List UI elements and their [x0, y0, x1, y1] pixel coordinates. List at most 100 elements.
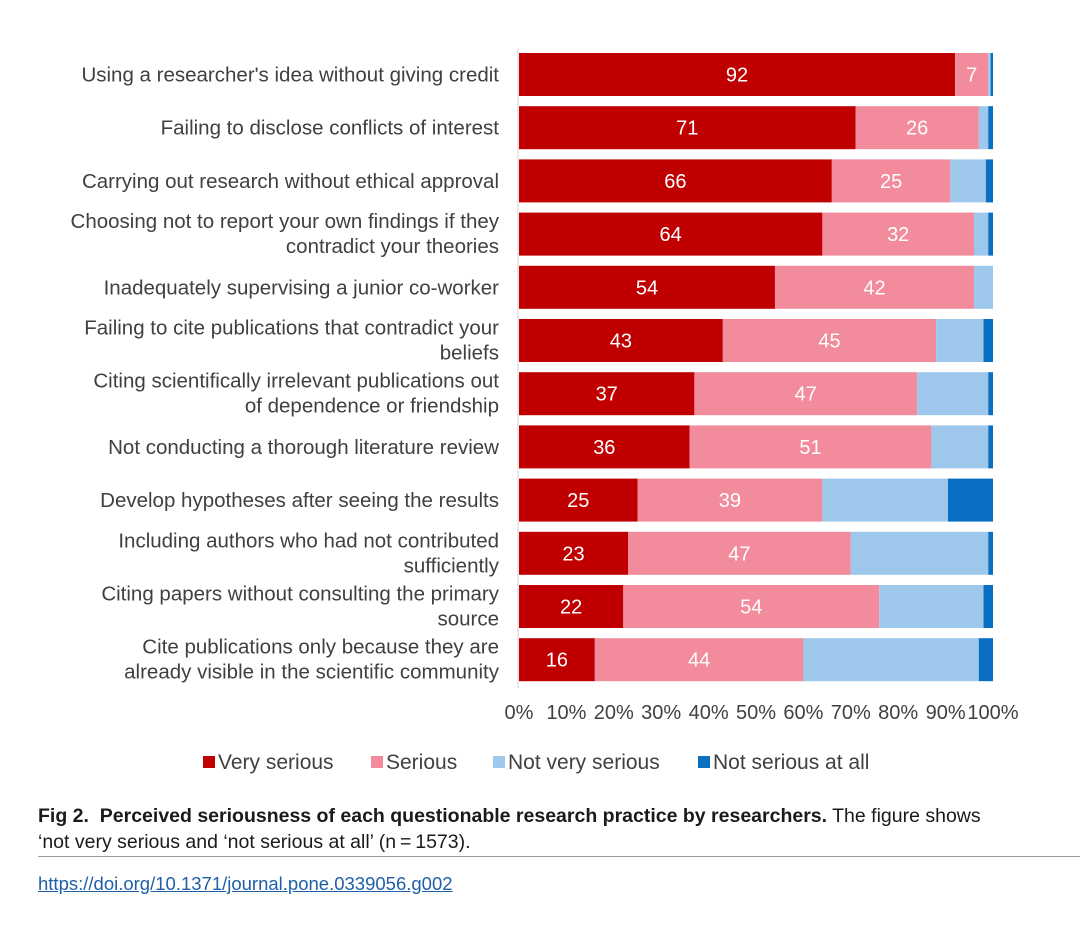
bar-segment — [637, 478, 823, 522]
bar-segment — [822, 478, 948, 522]
x-tick-label: 40% — [689, 702, 729, 724]
caption-divider — [38, 856, 1080, 857]
bar-segment — [988, 212, 993, 256]
x-tick-label: 80% — [878, 702, 918, 724]
bar-segment — [974, 265, 993, 309]
bar-segment — [519, 212, 823, 256]
bar-segment — [519, 531, 629, 575]
data-label: 36 — [593, 437, 615, 459]
data-label: 47 — [795, 384, 817, 406]
data-label: 16 — [546, 650, 568, 672]
category-label: Not conducting a thorough literature rev… — [108, 436, 499, 459]
category-label: Cite publications only because they are a… — [124, 636, 500, 684]
data-labels: 92 7 71 26 66 25 64 32 54 42 43 45 37 47 36 51 25 39 23 47 2… — [546, 65, 977, 672]
x-tick-label: 60% — [783, 702, 823, 724]
legend-label: Very serious — [218, 751, 334, 774]
bar-segment — [519, 585, 624, 628]
data-label: 7 — [966, 65, 977, 87]
category-label: Failing to cite publications that contra… — [84, 317, 499, 365]
category-label: Using a researcher's idea without giving… — [81, 64, 499, 87]
data-label: 47 — [728, 543, 750, 565]
bar-segment — [689, 425, 932, 469]
data-label: 54 — [740, 597, 762, 619]
bar-segment — [947, 478, 993, 522]
x-tick-label: 20% — [594, 702, 634, 724]
bar-segment — [623, 585, 880, 628]
bar-segment — [978, 106, 989, 150]
data-label: 23 — [562, 543, 584, 565]
bar-segment — [519, 372, 695, 416]
doi-link[interactable]: https://doi.org/10.1371/journal.pone.033… — [38, 873, 453, 894]
data-label: 71 — [676, 118, 698, 140]
bar-segment — [988, 106, 993, 150]
bar-segment — [974, 212, 989, 256]
data-label: 92 — [726, 65, 748, 87]
legend-swatch — [371, 756, 383, 768]
data-label: 66 — [664, 171, 686, 193]
data-label: 43 — [610, 331, 632, 353]
bar-segment — [990, 53, 993, 96]
data-label: 44 — [688, 650, 710, 672]
bar-segment — [983, 585, 993, 628]
bar-segment — [985, 159, 993, 203]
bar-segment — [931, 425, 989, 469]
bar-segment — [519, 478, 638, 522]
data-label: 42 — [863, 277, 885, 299]
legend-swatch — [203, 756, 215, 768]
bar-segment — [594, 638, 804, 682]
caption-text-2: ‘not very serious and ‘not serious at al… — [38, 831, 471, 853]
bar-segment — [988, 531, 993, 575]
x-tick-label: 10% — [546, 702, 586, 724]
category-label: Failing to disclose conflicts of interes… — [161, 117, 500, 140]
caption-text-1: The figure shows — [832, 805, 981, 827]
data-label: 26 — [906, 118, 928, 140]
data-label: 25 — [567, 490, 589, 512]
x-axis-ticks: 0% 10% 20% 30% 40% 50% 60% 70% 80% 90% 100% — [505, 702, 1019, 724]
bar-segment — [936, 319, 984, 362]
data-label: 51 — [799, 437, 821, 459]
bar-segment — [988, 425, 993, 469]
category-label: Including authors who had not contribute… — [118, 529, 499, 577]
data-label: 25 — [880, 171, 902, 193]
bar-segment — [694, 372, 918, 416]
bar-segment — [519, 638, 595, 682]
category-label: Choosing not to report your own findings… — [71, 210, 500, 258]
bar-segment — [855, 106, 979, 150]
category-label: Citing scientifically irrelevant publica… — [93, 370, 499, 418]
bar-segment — [519, 425, 690, 469]
bar-segment — [978, 638, 993, 682]
legend-swatch — [493, 756, 505, 768]
legend-label: Serious — [386, 751, 457, 774]
data-label: 54 — [636, 277, 658, 299]
legend-swatch — [698, 756, 710, 768]
bar-segment — [519, 106, 856, 150]
x-tick-label: 100% — [967, 702, 1018, 724]
category-label: Carrying out research without ethical ap… — [82, 170, 499, 193]
legend-label: Not serious at all — [713, 751, 869, 774]
caption-line-1: Fig 2. Perceived seriousness of each que… — [38, 803, 1080, 829]
bar-segment — [850, 531, 989, 575]
category-label: Develop hypotheses after seeing the resu… — [100, 489, 499, 512]
bar-segment — [722, 319, 937, 362]
x-tick-label: 50% — [736, 702, 776, 724]
category-label: Inadequately supervising a junior co-wor… — [104, 276, 500, 299]
data-label: 37 — [596, 384, 618, 406]
category-label: Citing papers without consulting the pri… — [101, 583, 499, 631]
bar-segment — [519, 319, 723, 362]
category-labels: Using a researcher's idea without giving… — [71, 64, 500, 684]
bar-segment — [519, 159, 832, 203]
x-tick-label: 90% — [926, 702, 966, 724]
caption-title: Perceived seriousness of each questionab… — [99, 805, 828, 827]
bar-segment — [831, 159, 951, 203]
x-tick-label: 30% — [641, 702, 681, 724]
data-label: 32 — [887, 224, 909, 246]
bar-segment — [988, 53, 991, 96]
legend: Very serious Serious Not very serious Not s… — [203, 751, 869, 774]
data-label: 22 — [560, 597, 582, 619]
x-tick-label: 0% — [505, 702, 534, 724]
bar-segment — [519, 265, 775, 309]
bar-segment — [628, 531, 851, 575]
bar-segment — [917, 372, 989, 416]
bar-series — [519, 53, 993, 682]
bar-segment — [950, 159, 986, 203]
